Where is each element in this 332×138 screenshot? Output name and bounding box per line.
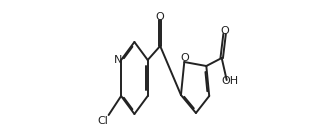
Text: O: O [180, 53, 189, 63]
Text: OH: OH [222, 76, 239, 86]
Text: O: O [156, 12, 165, 22]
Text: O: O [221, 26, 229, 36]
Text: N: N [114, 55, 122, 65]
Text: Cl: Cl [97, 116, 108, 126]
